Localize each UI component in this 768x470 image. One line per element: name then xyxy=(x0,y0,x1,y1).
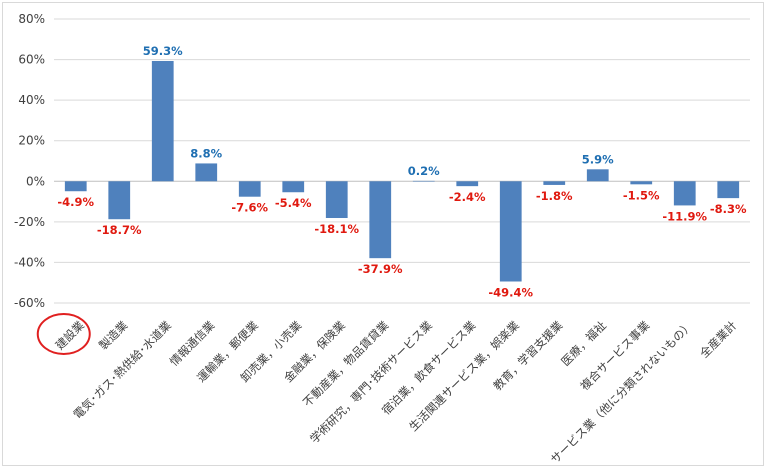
y-tick-label: 40% xyxy=(18,93,45,107)
data-label: -18.7% xyxy=(97,223,142,237)
bar xyxy=(108,181,131,220)
y-tick-label: 60% xyxy=(18,53,45,67)
bar xyxy=(195,163,218,182)
y-tick-label: -60% xyxy=(14,296,45,310)
data-label: 59.3% xyxy=(143,44,183,58)
bar xyxy=(325,181,348,219)
category-label: 不動産業，物品賃貸業 xyxy=(300,318,392,410)
bars xyxy=(64,60,740,282)
category-label: 製造業 xyxy=(96,318,131,353)
annotations xyxy=(36,313,91,355)
bar xyxy=(717,181,740,199)
data-label: -18.1% xyxy=(314,222,359,236)
data-label: -37.9% xyxy=(358,262,403,276)
y-tick-label: -40% xyxy=(14,255,45,269)
data-labels: -4.9%-18.7% 59.3% 8.8% -7.6% -5.4%-18.1% -37.… xyxy=(57,44,747,300)
bar xyxy=(282,181,305,193)
data-label: -1.5% xyxy=(623,188,660,202)
category-label: 全産業計 xyxy=(697,318,739,360)
highlight-ellipse xyxy=(36,313,91,355)
data-label: -5.4% xyxy=(275,196,312,210)
bar xyxy=(369,181,392,259)
data-label: -2.4% xyxy=(449,190,486,204)
data-label: -1.8% xyxy=(536,189,573,203)
data-label: -8.3% xyxy=(710,202,747,216)
bar xyxy=(412,180,435,182)
bar xyxy=(499,181,522,282)
data-label: -7.6% xyxy=(231,201,268,215)
bar xyxy=(151,60,174,182)
y-tick-label: 20% xyxy=(18,134,45,148)
y-tick-label: 80% xyxy=(18,12,45,26)
data-label: 8.8% xyxy=(190,146,222,160)
bar xyxy=(630,181,653,185)
y-tick-label: 0% xyxy=(26,174,45,188)
bar xyxy=(673,181,696,206)
y-tick-label: -20% xyxy=(14,215,45,229)
y-axis: 80% 60% 40% 20% 0% -20% -40% -60% xyxy=(14,12,45,310)
data-label: 5.9% xyxy=(582,152,614,166)
data-label: -49.4% xyxy=(488,285,533,299)
data-label: -11.9% xyxy=(662,209,707,223)
bar xyxy=(586,169,609,182)
x-axis: 建設業 製造業電気･ガス･熱供給･水道業情報通信業運輸業，郵便業卸売業，小売業金融… xyxy=(53,318,740,466)
bar xyxy=(238,181,261,197)
bar xyxy=(543,181,566,185)
bar xyxy=(456,181,479,187)
data-label: -4.9% xyxy=(57,195,94,209)
data-label: 0.2% xyxy=(408,164,440,178)
bar xyxy=(64,181,87,192)
